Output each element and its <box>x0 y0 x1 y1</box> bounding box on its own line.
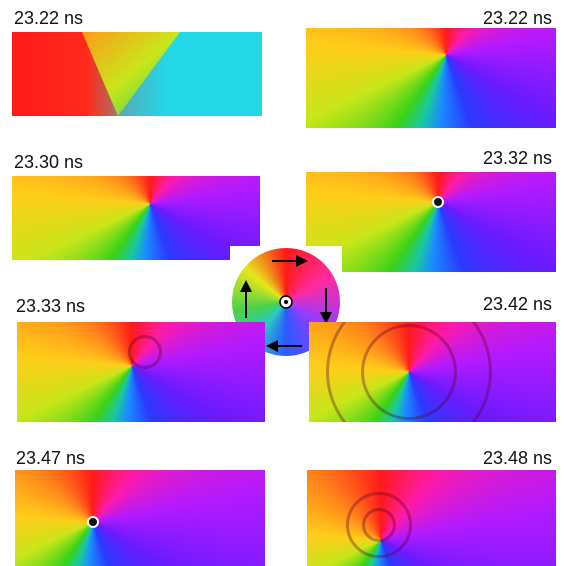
domain-wall <box>82 32 262 116</box>
vortex-core <box>87 516 99 528</box>
spin-wave <box>128 335 162 369</box>
magnetization-map <box>306 28 556 128</box>
magnetization-map <box>12 176 260 260</box>
time-label: 23.32 ns <box>482 148 552 168</box>
time-label: 23.48 ns <box>482 448 552 468</box>
magnetization-map <box>15 470 265 566</box>
spin-wave <box>346 492 412 558</box>
time-label: 23.22 ns <box>14 8 84 28</box>
magnetization-map <box>307 470 556 566</box>
wheel-arrows <box>240 255 332 352</box>
time-label: 23.22 ns <box>482 8 552 28</box>
magnetization-map <box>12 32 262 116</box>
time-label: 23.42 ns <box>482 294 552 314</box>
magnetization-map <box>309 322 556 422</box>
magnetization-map <box>306 172 556 272</box>
vortex-core <box>432 196 444 208</box>
spin-wave <box>326 322 492 422</box>
time-label: 23.47 ns <box>16 448 86 468</box>
time-label: 23.33 ns <box>16 296 86 316</box>
magnetization-map <box>17 322 265 422</box>
time-label: 23.30 ns <box>14 152 84 172</box>
